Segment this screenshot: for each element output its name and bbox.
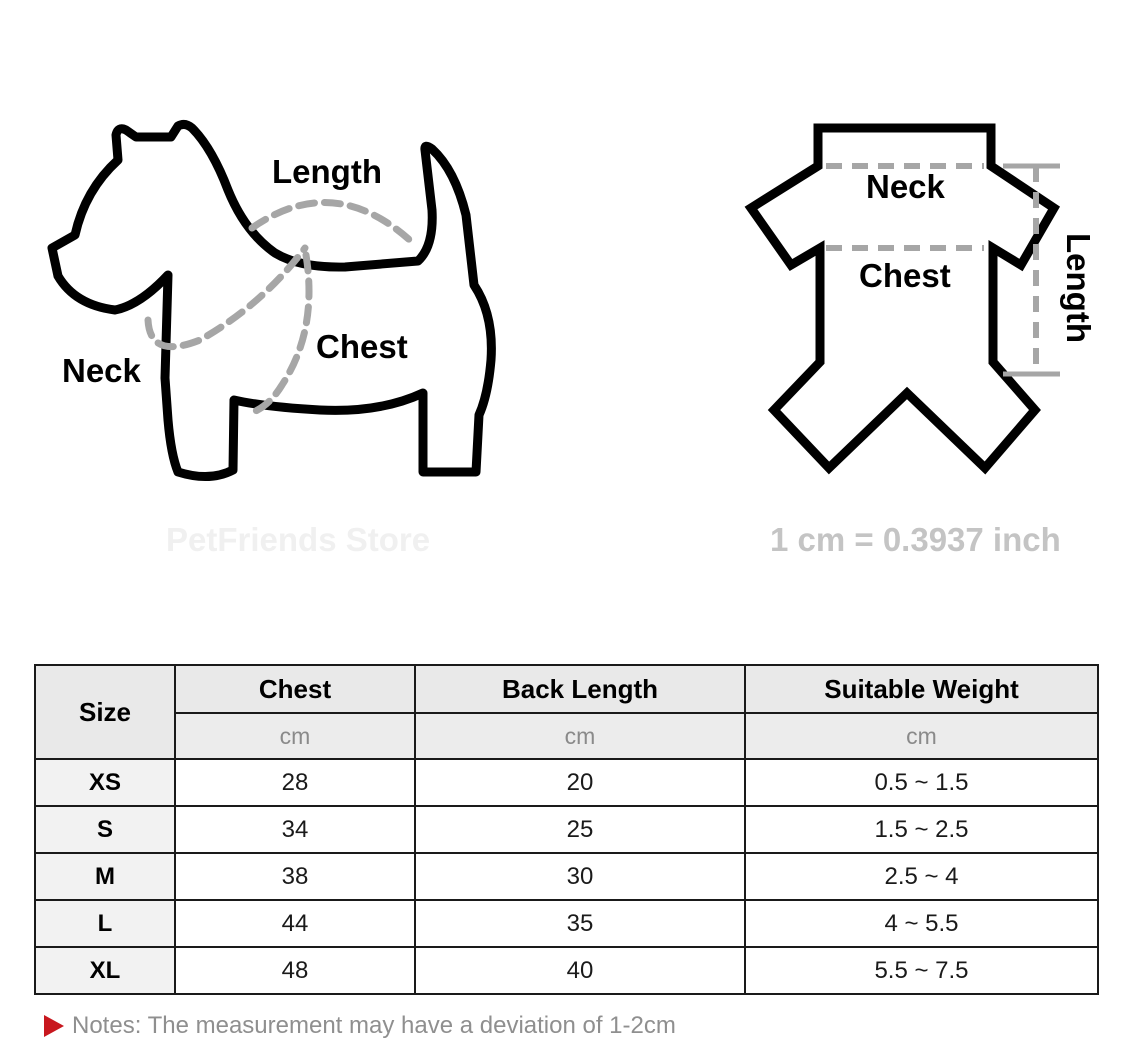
dog-outline: [47, 119, 496, 481]
cell-size: XL: [34, 946, 176, 995]
table-unit-row: cm cm cm: [35, 712, 1099, 760]
size-chart-table: Size Chest Back Length Suitable Weight c…: [34, 664, 1099, 995]
cell-chest: 48: [174, 946, 416, 995]
table-row: XL 48 40 5.5 ~ 7.5: [34, 946, 1099, 995]
header-chest: Chest: [174, 664, 416, 714]
table-row: S 34 25 1.5 ~ 2.5: [34, 805, 1099, 854]
dog-length-line: [248, 199, 418, 248]
cell-weight: 5.5 ~ 7.5: [744, 946, 1099, 995]
unit-back-length: cm: [414, 712, 746, 760]
cell-weight: 2.5 ~ 4: [744, 852, 1099, 901]
table-row: M 38 30 2.5 ~ 4: [34, 852, 1099, 901]
garment-neck-label: Neck: [866, 168, 946, 205]
dog-chest-label: Chest: [316, 328, 408, 365]
unit-weight: cm: [744, 712, 1099, 760]
table-row: L 44 35 4 ~ 5.5: [34, 899, 1099, 948]
cell-chest: 38: [174, 852, 416, 901]
cell-chest: 44: [174, 899, 416, 948]
cell-chest: 34: [174, 805, 416, 854]
cell-back-length: 40: [414, 946, 746, 995]
garment-outline: [744, 123, 1061, 475]
cell-weight: 1.5 ~ 2.5: [744, 805, 1099, 854]
cell-size: S: [34, 805, 176, 854]
dog-illustration: Length Chest Neck: [47, 119, 496, 481]
cell-back-length: 35: [414, 899, 746, 948]
brand-watermark: PetFriends Store: [166, 521, 430, 558]
cell-back-length: 20: [414, 758, 746, 807]
garment-illustration: Neck Chest Length: [744, 123, 1097, 475]
garment-chest-label: Chest: [859, 257, 951, 294]
cell-size: L: [34, 899, 176, 948]
cell-size: M: [34, 852, 176, 901]
header-back-length: Back Length: [414, 664, 746, 714]
cell-back-length: 25: [414, 805, 746, 854]
measurement-diagram: Length Chest Neck Neck Chest Length PetF…: [47, 119, 1097, 558]
triangle-icon: [44, 1015, 64, 1037]
note-text: Notes: The measurement may have a deviat…: [72, 1012, 676, 1039]
measurement-note: Notes: The measurement may have a deviat…: [44, 1012, 676, 1040]
cell-back-length: 30: [414, 852, 746, 901]
unit-chest: cm: [174, 712, 416, 760]
dog-neck-label: Neck: [62, 352, 142, 389]
unit-conversion: 1 cm = 0.3937 inch: [770, 521, 1061, 558]
header-suitable-weight: Suitable Weight: [744, 664, 1099, 714]
dog-neck-line: [144, 244, 309, 351]
header-size: Size: [34, 664, 176, 760]
table-row: XS 28 20 0.5 ~ 1.5: [34, 758, 1099, 807]
dog-chest-line: [244, 251, 313, 418]
cell-chest: 28: [174, 758, 416, 807]
garment-length-label: Length: [1060, 233, 1097, 343]
dog-length-label: Length: [272, 153, 382, 190]
table-header-row: Size Chest Back Length Suitable Weight: [34, 664, 1099, 760]
cell-weight: 0.5 ~ 1.5: [744, 758, 1099, 807]
cell-size: XS: [34, 758, 176, 807]
cell-weight: 4 ~ 5.5: [744, 899, 1099, 948]
